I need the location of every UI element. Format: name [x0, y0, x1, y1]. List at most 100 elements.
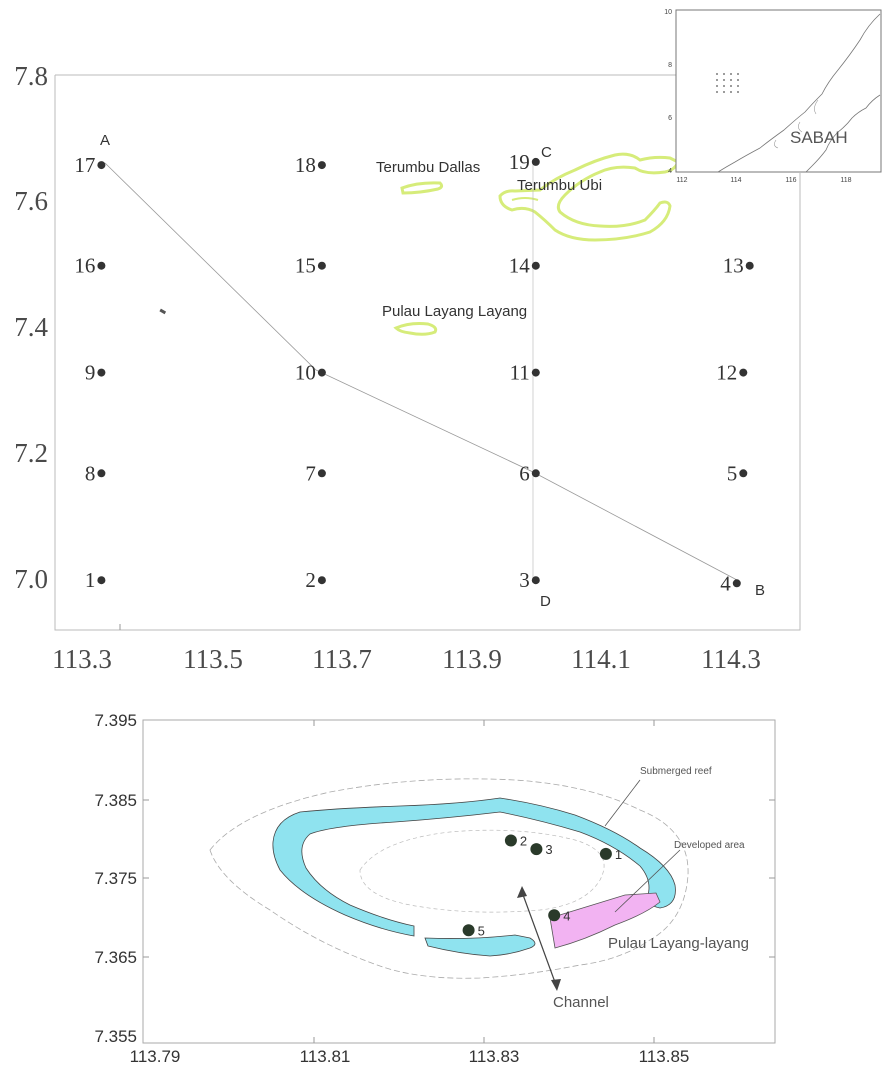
station-marker	[97, 469, 106, 478]
bottom-map-frame	[142, 719, 776, 1044]
inset-y-tick-label: 10	[664, 9, 672, 16]
inset-station-dot	[716, 79, 718, 81]
inset-x-tick-label: 114	[730, 177, 741, 184]
inset-y-tick-label: 4	[668, 168, 672, 175]
station-label: 16	[74, 254, 95, 278]
submerged-reef-leader	[604, 779, 641, 827]
y-tick-label: 7.375	[94, 869, 137, 888]
site-label: 4	[563, 908, 570, 923]
station-label: 3	[519, 568, 530, 592]
inset-x-tick-label: 116	[785, 177, 796, 184]
site-markers: 1 2 3 4 5	[462, 834, 622, 938]
station-marker	[531, 157, 540, 166]
bottom-map-tick-marks	[143, 720, 775, 1043]
station-marker	[531, 368, 540, 377]
station-marker	[97, 261, 106, 270]
developed-area-leader	[614, 849, 681, 913]
reef-flat-south	[424, 934, 536, 957]
station-marker	[317, 576, 326, 585]
station-marker	[745, 261, 754, 270]
x-tick-label: 113.83	[469, 1047, 520, 1066]
callout-channel: Channel	[553, 994, 609, 1011]
inset-map: 10 8 6 4 112 114 116 118 SABAH	[664, 9, 882, 184]
bottom-map: 7.395 7.385 7.375 7.365 7.355 113.79 113…	[94, 711, 776, 1066]
site-label: 2	[520, 834, 527, 849]
station-label: 18	[295, 153, 316, 177]
inset-station-dot	[737, 79, 739, 81]
y-tick-label: 7.4	[14, 312, 48, 342]
inset-station-dot	[716, 73, 718, 75]
callout-developed-area: Developed area	[674, 840, 745, 851]
site-marker	[530, 843, 543, 856]
site-label: 3	[545, 842, 552, 857]
station-label: 12	[716, 361, 737, 385]
station-marker	[739, 368, 748, 377]
site-label: 5	[478, 923, 485, 938]
x-tick-label: 114.3	[701, 644, 761, 674]
outer-reef-contour	[209, 778, 689, 979]
x-tick-label: 113.5	[183, 644, 243, 674]
channel-arrow-head-north	[517, 886, 527, 898]
y-tick-label: 7.365	[94, 948, 137, 967]
station-label: 14	[509, 254, 531, 278]
x-tick-label: 113.7	[312, 644, 372, 674]
inset-y-tick-label: 8	[668, 62, 672, 69]
inset-station-dot	[716, 91, 718, 93]
transect-point-a: A	[100, 132, 110, 149]
site-marker	[548, 909, 561, 922]
station-label: 17	[74, 153, 95, 177]
transect-point-b: B	[755, 582, 765, 599]
station-label: 2	[305, 568, 316, 592]
station-marker	[97, 161, 106, 170]
inset-station-dot	[737, 91, 739, 93]
site-label: 1	[615, 847, 622, 862]
station-marker	[317, 368, 326, 377]
pulau-layang-layang-reef-outline	[393, 322, 438, 336]
transect-line-ab	[104, 162, 738, 581]
inner-lagoon-contour	[359, 829, 605, 913]
y-tick-label: 7.2	[14, 438, 48, 468]
reef-outlines	[393, 152, 680, 336]
inset-inlet	[774, 99, 819, 149]
inset-station-dot	[730, 79, 732, 81]
station-label: 15	[295, 254, 316, 278]
inset-station-dot	[723, 79, 725, 81]
place-label-terumbu-ubi: Terumbu Ubi	[517, 177, 602, 194]
station-label: 5	[727, 461, 738, 485]
y-tick-label: 7.355	[94, 1027, 137, 1046]
x-tick-label: 113.79	[130, 1047, 181, 1066]
station-marker	[531, 576, 540, 585]
site-marker	[599, 847, 612, 860]
inset-station-dot	[737, 85, 739, 87]
station-label: 9	[85, 361, 96, 385]
station-label: 13	[723, 254, 744, 278]
site-marker	[462, 924, 475, 937]
terumbu-dallas-reef-outline	[400, 181, 444, 195]
transect-point-d: D	[540, 593, 551, 610]
terumbu-ubi-reef-outline	[498, 152, 680, 242]
developed-area	[549, 892, 661, 949]
station-label: 6	[519, 461, 530, 485]
inset-coastline-east	[805, 94, 881, 173]
y-tick-label: 7.395	[94, 711, 137, 730]
inset-station-dot	[730, 91, 732, 93]
station-label: 1	[85, 568, 96, 592]
y-tick-label: 7.385	[94, 791, 137, 810]
small-islet-mark	[159, 308, 167, 315]
inset-station-dot	[723, 73, 725, 75]
inset-x-tick-label: 118	[840, 177, 851, 184]
top-map: 7.8 7.6 7.4 7.2 7.0 113.3 113.5 113.7 11…	[14, 61, 801, 674]
station-label: 4	[720, 571, 731, 595]
x-tick-label: 113.85	[639, 1047, 690, 1066]
x-tick-label: 114.1	[571, 644, 631, 674]
y-tick-label: 7.8	[14, 61, 48, 91]
inset-map-frame	[675, 9, 882, 173]
top-map-frame	[54, 74, 801, 631]
terumbu-ubi-reef-inner	[511, 197, 539, 201]
x-tick-label: 113.3	[52, 644, 112, 674]
inset-station-dot	[716, 85, 718, 87]
station-marker	[317, 161, 326, 170]
callout-island-name: Pulau Layang-layang	[608, 935, 749, 952]
